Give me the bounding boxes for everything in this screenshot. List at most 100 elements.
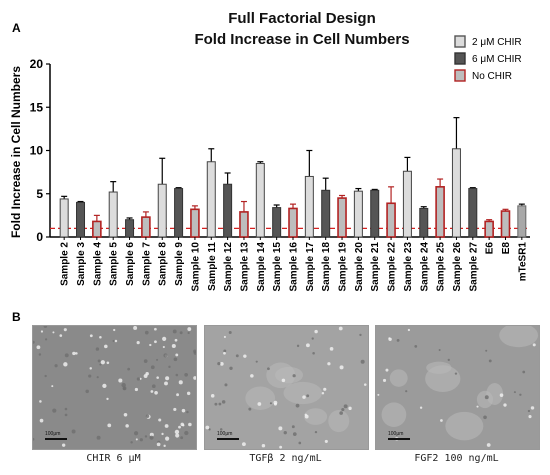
cell — [106, 361, 110, 365]
category-label: Sample 25 — [436, 242, 447, 292]
cell — [223, 335, 226, 339]
cell — [72, 351, 76, 356]
cell — [255, 360, 258, 363]
cell-colony — [486, 383, 504, 405]
cell — [75, 352, 78, 355]
cell — [130, 441, 133, 444]
cell — [377, 393, 380, 396]
cell — [95, 347, 100, 351]
y-tick-label: 0 — [36, 230, 43, 244]
cell — [519, 393, 522, 396]
bar — [321, 189, 331, 238]
bar — [370, 189, 380, 238]
cell — [112, 339, 115, 343]
cell — [273, 400, 278, 405]
cell — [136, 377, 141, 381]
cell — [144, 330, 149, 335]
bar — [255, 162, 265, 238]
cell — [302, 395, 306, 399]
cell — [174, 429, 180, 435]
cell — [298, 441, 302, 445]
cell — [134, 387, 139, 392]
cell — [193, 349, 196, 354]
category-label: Sample 15 — [272, 242, 283, 292]
bar — [288, 207, 298, 238]
cell — [279, 445, 283, 449]
cell — [324, 439, 328, 443]
cell — [150, 390, 154, 393]
cell — [44, 338, 48, 341]
cell — [359, 333, 362, 337]
cell — [150, 365, 155, 370]
cell — [292, 432, 297, 436]
caption-chir: CHIR 6 μM — [86, 453, 141, 464]
cell — [133, 326, 138, 330]
cell — [229, 366, 233, 370]
legend-swatch — [454, 52, 466, 65]
y-tick-label: 10 — [30, 144, 44, 158]
cell — [269, 402, 272, 405]
bar — [517, 205, 527, 238]
cell — [176, 393, 180, 397]
category-label: Sample 16 — [289, 242, 300, 292]
cell — [188, 422, 192, 427]
y-tick-label: 5 — [36, 187, 43, 201]
cell — [136, 341, 140, 345]
micrograph-chir: 100μm — [32, 325, 197, 450]
cell — [44, 374, 47, 378]
cell — [248, 407, 252, 411]
cell — [343, 404, 348, 409]
cell — [243, 354, 247, 358]
cell — [440, 419, 443, 422]
cell — [527, 409, 531, 413]
cell — [54, 364, 58, 368]
cell — [321, 392, 325, 395]
cell — [186, 391, 191, 396]
bar — [484, 220, 494, 238]
cell — [278, 426, 283, 431]
cell — [96, 435, 101, 440]
category-label: Sample 26 — [452, 242, 463, 292]
cell — [382, 378, 387, 383]
cell — [97, 359, 101, 363]
cell — [99, 363, 102, 366]
category-label: Sample 20 — [354, 242, 365, 292]
caption-tgfb: TGFβ 2 ng/mL — [249, 453, 322, 464]
panel-letter-a: A — [12, 21, 21, 35]
cell — [51, 385, 54, 388]
cell — [144, 435, 148, 438]
cell — [114, 339, 118, 343]
cell — [323, 387, 327, 391]
cell — [100, 360, 105, 365]
cell — [219, 428, 223, 431]
cell — [173, 407, 177, 412]
bar — [468, 188, 478, 238]
cell — [339, 411, 343, 415]
cell — [385, 368, 389, 372]
bar — [141, 216, 151, 238]
bar-chart: A Full Factorial Design Fold Increase in… — [9, 10, 530, 292]
micrograph-fgf2: 100μm — [375, 325, 540, 450]
cell — [171, 344, 176, 349]
category-label: E8 — [501, 242, 512, 255]
cell-colony — [425, 365, 461, 393]
cell — [235, 354, 239, 358]
cell — [175, 433, 180, 438]
cell — [513, 391, 516, 394]
cell — [454, 372, 458, 375]
cell — [156, 376, 159, 379]
cell — [414, 344, 418, 348]
cell — [217, 362, 221, 366]
bar — [451, 148, 461, 238]
cell — [218, 402, 222, 406]
scale-bar-label: 100μm — [388, 431, 404, 437]
cell — [154, 327, 157, 331]
y-tick-label: 20 — [30, 57, 44, 71]
bar — [108, 191, 118, 238]
cell — [127, 367, 131, 371]
chart-subtitle: Fold Increase in Cell Numbers — [194, 31, 409, 48]
cell — [306, 394, 310, 398]
cell-texture — [205, 326, 368, 449]
category-label: Sample 19 — [338, 242, 349, 292]
cell — [122, 386, 127, 391]
